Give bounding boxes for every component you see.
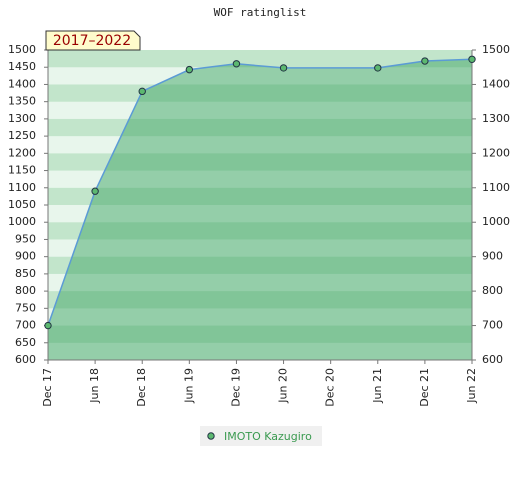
y2-tick-label: 1200 xyxy=(482,146,510,159)
x-tick-label: Jun 19 xyxy=(182,368,195,404)
y-tick-label: 650 xyxy=(15,336,36,349)
legend-box xyxy=(200,426,322,446)
point xyxy=(421,57,429,65)
chart-title: WOF ratinglist xyxy=(214,6,307,19)
y-tick-label: 850 xyxy=(15,267,36,280)
y2-tick-label: 800 xyxy=(482,284,503,297)
x-tick-label: Dec 18 xyxy=(135,368,148,407)
x-tick-label: Dec 17 xyxy=(41,368,54,407)
point xyxy=(44,321,52,330)
point xyxy=(468,55,476,63)
y2-tick-label: 1500 xyxy=(482,43,510,56)
y-tick-label: 1350 xyxy=(8,95,36,108)
point xyxy=(138,87,146,96)
y-tick-label: 1400 xyxy=(8,77,36,90)
grid-band xyxy=(48,50,472,68)
y2-tick-label: 1000 xyxy=(482,215,510,228)
point xyxy=(279,64,288,72)
legend-label: IMOTO Kazugiro xyxy=(224,430,312,443)
y-tick-label: 1050 xyxy=(8,198,36,211)
y-tick-label: 750 xyxy=(15,301,36,314)
x-tick-label: Jun 18 xyxy=(88,368,101,404)
x-tick-label: Dec 20 xyxy=(324,368,337,407)
point xyxy=(232,60,241,68)
annotation-box xyxy=(45,30,141,51)
area xyxy=(48,59,472,361)
x-tick-label: Dec 21 xyxy=(418,368,431,407)
y-tick-label: 950 xyxy=(15,232,36,245)
x-tick-label: Jun 22 xyxy=(465,368,478,404)
y2-tick-label: 1100 xyxy=(482,181,510,194)
y-tick-label: 700 xyxy=(15,319,36,332)
x-tick-label: Dec 19 xyxy=(229,368,242,407)
y2-tick-label: 600 xyxy=(482,353,503,366)
y-tick-label: 1200 xyxy=(8,146,36,159)
point xyxy=(91,187,99,195)
y2-tick-label: 1400 xyxy=(482,77,510,90)
y-tick-label: 1300 xyxy=(8,112,36,125)
point xyxy=(185,65,194,74)
legend-marker xyxy=(207,432,215,440)
annotation: 2017–2022 xyxy=(53,33,131,49)
y-tick-label: 600 xyxy=(15,353,36,366)
y-tick-label: 1450 xyxy=(8,60,36,73)
y-tick-label: 1150 xyxy=(8,164,36,177)
y-tick-label: 900 xyxy=(15,250,36,263)
y2-tick-label: 900 xyxy=(482,250,503,263)
y-tick-label: 800 xyxy=(15,284,36,297)
y-tick-label: 1000 xyxy=(8,215,36,228)
y-tick-label: 1250 xyxy=(8,129,36,142)
x-tick-label: Jun 20 xyxy=(277,368,290,404)
y-tick-label: 1500 xyxy=(8,43,36,56)
y2-tick-label: 1300 xyxy=(482,112,510,125)
x-tick-label: Jun 21 xyxy=(371,368,384,404)
point xyxy=(374,64,382,72)
y-tick-label: 1100 xyxy=(8,181,36,194)
y2-tick-label: 700 xyxy=(482,319,503,332)
